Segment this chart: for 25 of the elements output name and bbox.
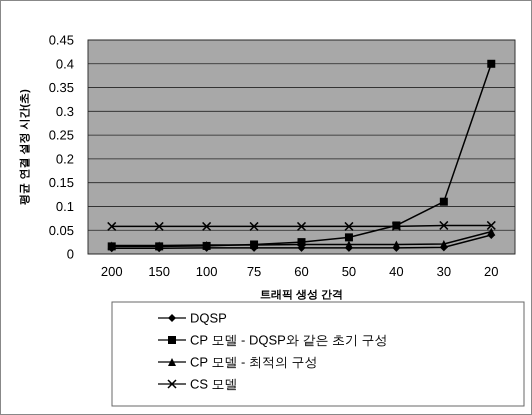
- x-tick-label: 150: [148, 264, 170, 279]
- y-tick-label: 0.15: [48, 175, 74, 190]
- legend-label: CS 모델: [190, 376, 238, 392]
- y-tick-label: 0.2: [56, 151, 74, 166]
- x-tick-label: 200: [100, 264, 123, 279]
- y-axis-title: 평균 연결 설정 시간(초): [19, 88, 31, 205]
- legend-label: CP 모델 - 최적의 구성: [190, 354, 318, 370]
- y-tick-label: 0.35: [48, 80, 74, 96]
- x-tick-label: 100: [196, 264, 218, 279]
- y-tick-label: 0.45: [48, 32, 74, 48]
- x-tick-label: 30: [436, 264, 452, 279]
- x-tick-label: 40: [389, 264, 404, 279]
- y-tick-label: 0.1: [56, 198, 74, 214]
- legend-label: DQSP: [190, 310, 227, 326]
- y-tick-label: 0.05: [48, 222, 74, 238]
- x-tick-label: 20: [484, 264, 499, 279]
- y-tick-label: 0: [66, 246, 74, 262]
- x-tick-label: 60: [294, 264, 309, 279]
- y-tick-label: 0.3: [56, 104, 74, 119]
- legend-label: CP 모델 - DQSP와 같은 초기 구성: [190, 332, 388, 348]
- x-axis-title: 트래픽 생성 간격: [260, 289, 344, 301]
- x-tick-label: 50: [342, 264, 356, 279]
- y-tick-label: 0.4: [56, 56, 74, 72]
- x-tick-label: 75: [246, 264, 262, 279]
- y-tick-label: 0.25: [48, 128, 74, 143]
